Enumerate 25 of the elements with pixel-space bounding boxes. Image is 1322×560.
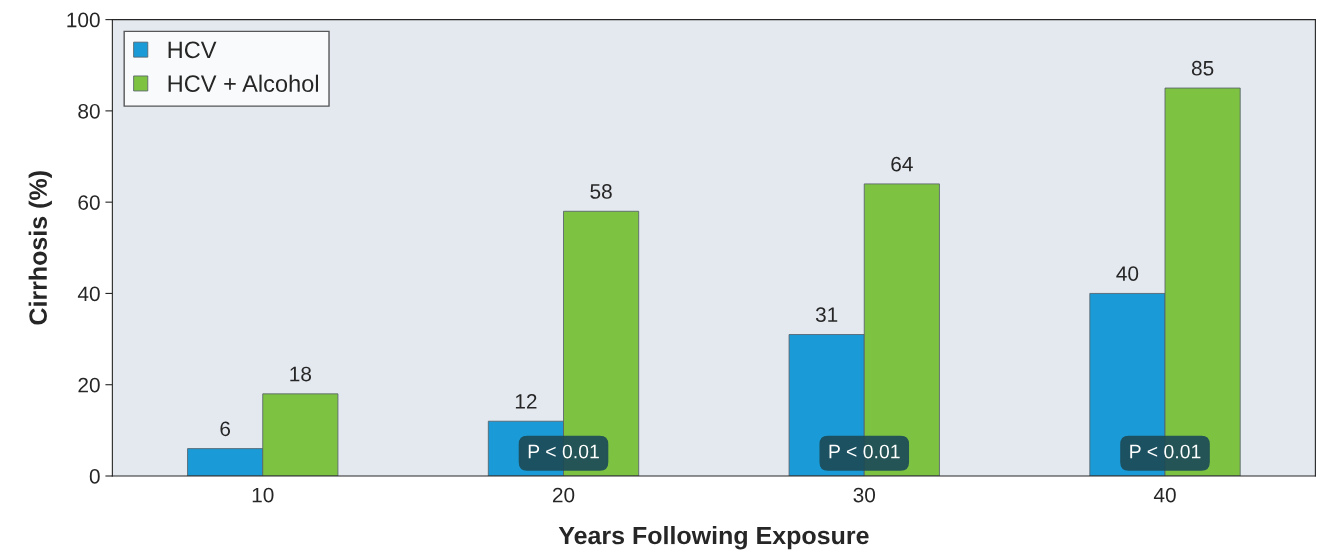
x-tick-label: 10 bbox=[252, 487, 274, 503]
x-tick-label: 40 bbox=[1153, 487, 1176, 503]
x-tick-label: 20 bbox=[552, 487, 575, 503]
y-tick-label: 20 bbox=[78, 377, 100, 393]
legend-label: HCV + Alcohol bbox=[168, 74, 318, 93]
y-tick-label: 100 bbox=[67, 12, 100, 28]
data-label: 31 bbox=[815, 307, 838, 323]
data-label: 6 bbox=[220, 421, 231, 437]
x-axis-title: Years Following Exposure bbox=[558, 525, 869, 550]
y-axis-title: Cirrhosis (%) bbox=[28, 171, 52, 325]
data-label: 58 bbox=[590, 184, 612, 199]
data-label: 12 bbox=[515, 394, 537, 409]
y-tick-label: 60 bbox=[78, 195, 100, 210]
annotation: P < 0.01 bbox=[829, 444, 900, 459]
data-label: 18 bbox=[290, 366, 312, 382]
x-tick-label: 30 bbox=[853, 487, 876, 503]
annotation: P < 0.01 bbox=[1130, 444, 1201, 459]
y-tick-label: 0 bbox=[89, 469, 100, 484]
y-tick-label: 80 bbox=[78, 103, 100, 119]
y-tick-label: 40 bbox=[77, 286, 100, 302]
data-label: 40 bbox=[1116, 266, 1139, 281]
data-label: 64 bbox=[891, 156, 913, 172]
data-label: 85 bbox=[1191, 60, 1214, 76]
annotation: P < 0.01 bbox=[528, 444, 599, 459]
legend-label: HCV bbox=[168, 41, 217, 59]
